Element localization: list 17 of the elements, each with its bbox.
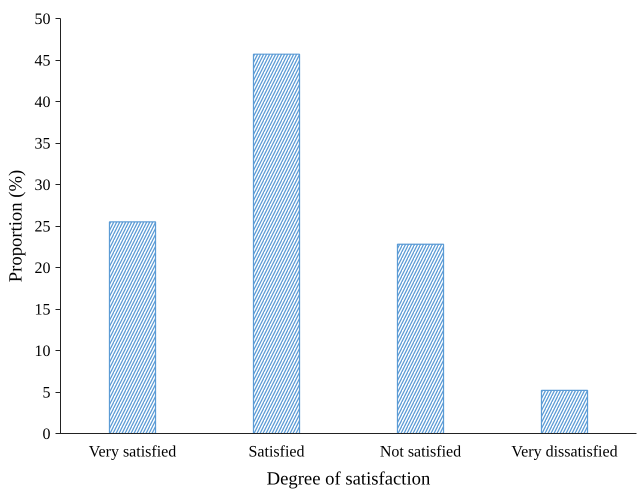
y-tick-label: 40 (34, 94, 50, 111)
y-tick-label: 0 (42, 426, 50, 443)
y-tick-label: 25 (34, 218, 50, 236)
y-tick-label: 45 (34, 52, 50, 70)
y-tick-label: 5 (42, 384, 50, 402)
x-tick-label: Very satisfied (88, 444, 176, 460)
y-tick-label: 30 (34, 177, 50, 194)
y-tick-label: 35 (34, 136, 50, 152)
x-tick-label: Very dissatisfied (511, 444, 618, 460)
x-tick-label: Satisfied (248, 444, 305, 460)
y-tick-label: 10 (34, 343, 50, 360)
y-tick-label: 20 (34, 260, 50, 277)
y-tick-label: 50 (34, 11, 50, 28)
x-axis-title: Degree of satisfaction (266, 468, 432, 490)
x-tick-label: Not satisfied (380, 444, 462, 460)
y-axis-title: Proportion (%) (6, 170, 26, 282)
y-tick-label: 15 (34, 302, 50, 318)
